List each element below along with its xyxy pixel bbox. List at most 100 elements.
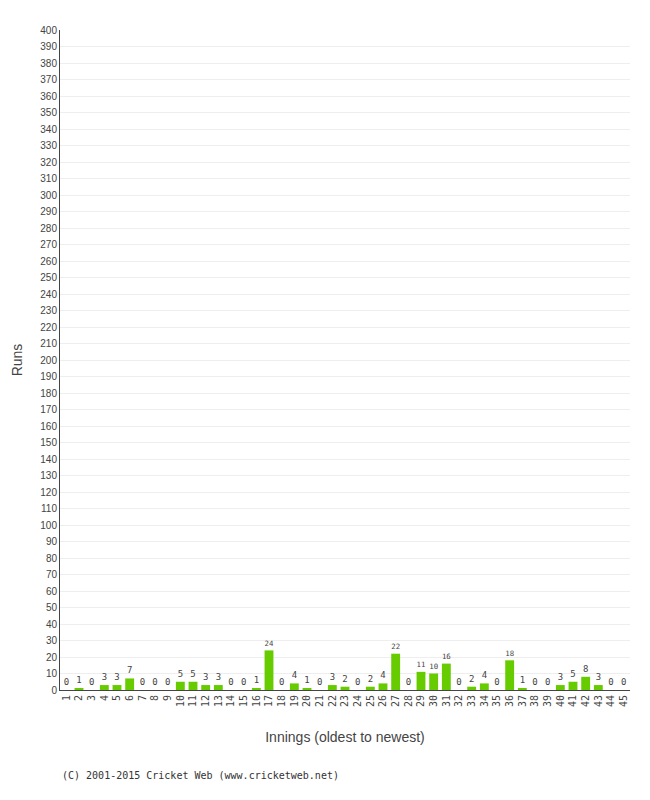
svg-text:2: 2 <box>342 674 347 684</box>
svg-text:24: 24 <box>352 695 363 707</box>
svg-text:6: 6 <box>124 695 135 701</box>
svg-text:22: 22 <box>391 642 400 651</box>
svg-text:0: 0 <box>621 677 626 687</box>
svg-text:130: 130 <box>40 470 57 481</box>
svg-text:42: 42 <box>580 695 591 707</box>
svg-text:250: 250 <box>40 272 57 283</box>
svg-text:320: 320 <box>40 157 57 168</box>
svg-text:0: 0 <box>51 685 57 696</box>
svg-text:270: 270 <box>40 239 57 250</box>
svg-text:45: 45 <box>618 695 629 707</box>
svg-text:340: 340 <box>40 124 57 135</box>
svg-text:3: 3 <box>330 672 335 682</box>
svg-text:1: 1 <box>304 675 309 685</box>
svg-text:33: 33 <box>466 695 477 707</box>
svg-text:30: 30 <box>46 635 58 646</box>
svg-text:2: 2 <box>73 695 84 701</box>
svg-text:25: 25 <box>365 695 376 707</box>
svg-text:34: 34 <box>479 695 490 707</box>
svg-text:41: 41 <box>567 695 578 707</box>
svg-text:4: 4 <box>380 670 385 680</box>
svg-text:28: 28 <box>403 695 414 707</box>
svg-text:37: 37 <box>517 695 528 707</box>
svg-text:Runs: Runs <box>9 344 25 377</box>
svg-text:160: 160 <box>40 421 57 432</box>
svg-text:200: 200 <box>40 355 57 366</box>
svg-text:13: 13 <box>213 695 224 707</box>
svg-text:0: 0 <box>64 677 69 687</box>
svg-text:16: 16 <box>251 695 262 707</box>
svg-text:0: 0 <box>494 677 499 687</box>
svg-text:0: 0 <box>228 677 233 687</box>
svg-text:390: 390 <box>40 41 57 52</box>
svg-text:(C) 2001-2015 Cricket Web (www: (C) 2001-2015 Cricket Web (www.cricketwe… <box>62 770 339 781</box>
svg-text:210: 210 <box>40 338 57 349</box>
svg-text:1: 1 <box>61 695 72 701</box>
svg-text:19: 19 <box>289 695 300 707</box>
svg-text:80: 80 <box>46 553 58 564</box>
svg-text:0: 0 <box>532 677 537 687</box>
svg-text:0: 0 <box>279 677 284 687</box>
svg-text:5: 5 <box>178 669 183 679</box>
svg-text:3: 3 <box>596 672 601 682</box>
svg-text:120: 120 <box>40 487 57 498</box>
svg-text:180: 180 <box>40 388 57 399</box>
svg-text:400: 400 <box>40 25 57 36</box>
svg-text:1: 1 <box>520 675 525 685</box>
svg-text:150: 150 <box>40 437 57 448</box>
svg-text:21: 21 <box>314 695 325 707</box>
svg-text:27: 27 <box>390 695 401 707</box>
svg-text:39: 39 <box>542 695 553 707</box>
svg-text:330: 330 <box>40 140 57 151</box>
svg-text:36: 36 <box>504 695 515 707</box>
svg-text:1: 1 <box>76 675 81 685</box>
svg-text:50: 50 <box>46 602 58 613</box>
svg-text:190: 190 <box>40 371 57 382</box>
svg-text:370: 370 <box>40 74 57 85</box>
svg-text:230: 230 <box>40 305 57 316</box>
svg-text:44: 44 <box>605 695 616 707</box>
svg-text:14: 14 <box>225 695 236 707</box>
svg-text:0: 0 <box>456 677 461 687</box>
svg-text:1: 1 <box>254 675 259 685</box>
svg-text:0: 0 <box>406 677 411 687</box>
svg-text:31: 31 <box>441 695 452 707</box>
svg-text:290: 290 <box>40 206 57 217</box>
svg-text:35: 35 <box>491 695 502 707</box>
svg-text:15: 15 <box>238 695 249 707</box>
svg-text:60: 60 <box>46 586 58 597</box>
svg-text:43: 43 <box>593 695 604 707</box>
svg-text:8: 8 <box>583 664 588 674</box>
svg-text:3: 3 <box>114 672 119 682</box>
svg-text:29: 29 <box>415 695 426 707</box>
svg-text:40: 40 <box>46 619 58 630</box>
svg-text:4: 4 <box>99 695 110 701</box>
svg-text:11: 11 <box>417 660 426 669</box>
svg-text:40: 40 <box>555 695 566 707</box>
svg-text:260: 260 <box>40 256 57 267</box>
svg-text:0: 0 <box>317 677 322 687</box>
svg-text:170: 170 <box>40 404 57 415</box>
svg-text:32: 32 <box>453 695 464 707</box>
svg-text:7: 7 <box>127 665 132 675</box>
svg-text:3: 3 <box>216 672 221 682</box>
svg-text:38: 38 <box>529 695 540 707</box>
svg-text:360: 360 <box>40 91 57 102</box>
svg-text:300: 300 <box>40 190 57 201</box>
svg-text:0: 0 <box>140 677 145 687</box>
svg-text:Innings (oldest to newest): Innings (oldest to newest) <box>265 729 425 745</box>
svg-text:4: 4 <box>292 670 297 680</box>
svg-text:5: 5 <box>111 695 122 701</box>
svg-text:30: 30 <box>428 695 439 707</box>
svg-text:12: 12 <box>200 695 211 707</box>
svg-text:24: 24 <box>265 639 274 648</box>
svg-text:310: 310 <box>40 173 57 184</box>
svg-text:0: 0 <box>165 677 170 687</box>
svg-text:10: 10 <box>175 695 186 707</box>
svg-text:2: 2 <box>368 674 373 684</box>
svg-text:3: 3 <box>86 695 97 701</box>
svg-text:7: 7 <box>137 695 148 701</box>
svg-text:140: 140 <box>40 454 57 465</box>
svg-text:10: 10 <box>429 662 438 671</box>
svg-text:2: 2 <box>469 674 474 684</box>
